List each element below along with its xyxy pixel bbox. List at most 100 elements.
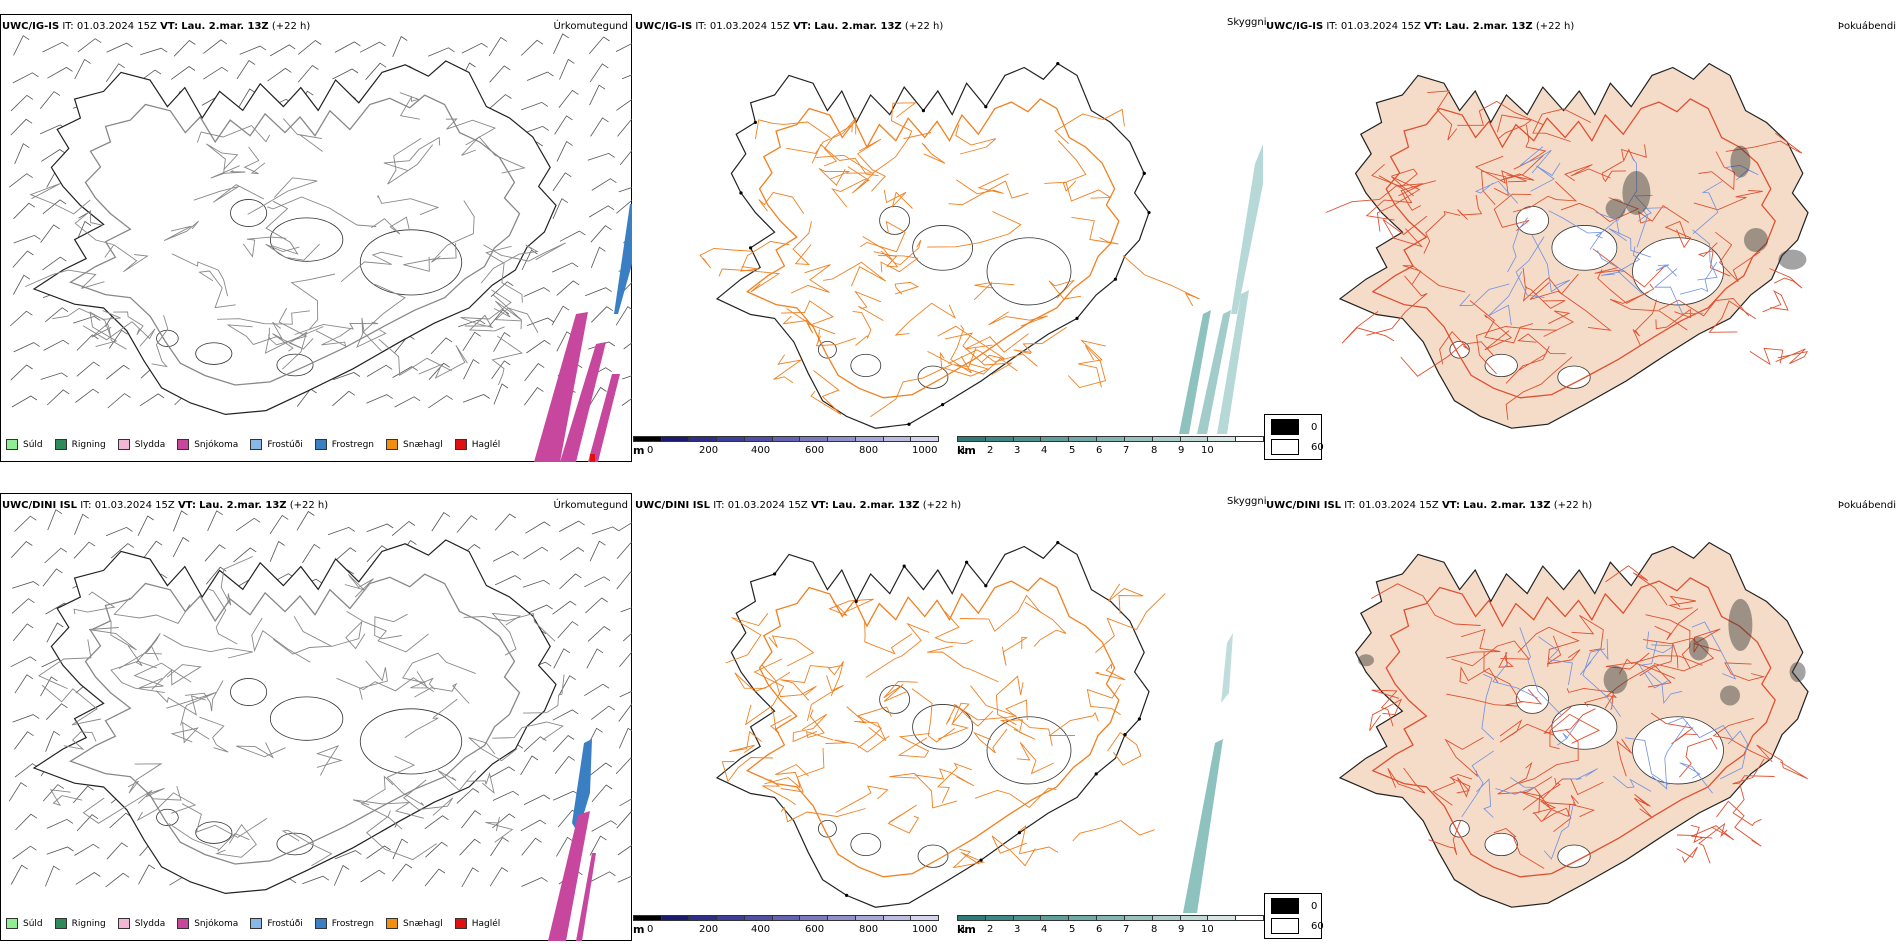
wind-barb (137, 515, 154, 536)
precip-legend-swatch (6, 439, 18, 450)
wind-barb (590, 246, 606, 268)
river (1651, 721, 1689, 790)
wind-barb (46, 818, 74, 829)
precip-legend-item: Súld (6, 439, 43, 450)
wind-barb (552, 600, 577, 615)
wind-barb (525, 521, 551, 534)
fog-legend-item: 0 (1271, 898, 1317, 914)
wind-barb (559, 547, 585, 561)
wind-barb (12, 581, 40, 589)
wind-barb (42, 256, 67, 271)
precip-legend-label: Súld (23, 918, 43, 929)
wind-barb (333, 864, 350, 886)
road (247, 177, 318, 215)
road (1517, 626, 1580, 667)
vt-label: VT: (810, 500, 829, 511)
road (198, 270, 236, 309)
glacier-outline (1484, 353, 1518, 378)
road (1522, 267, 1566, 309)
road (267, 196, 377, 227)
wind-barb (391, 863, 413, 882)
road (220, 556, 254, 606)
river (1582, 648, 1622, 717)
road (1446, 693, 1524, 707)
fog-legend-item: 0 (1271, 419, 1317, 435)
road (377, 195, 440, 216)
colorbar-segment (1096, 915, 1125, 921)
river (1474, 180, 1519, 204)
colorbar-segment (1235, 436, 1264, 442)
cliff-mark (1056, 541, 1060, 545)
height-colorbar: m 0 200 400 600 800 1000 (633, 436, 939, 460)
hail-area (590, 454, 595, 462)
wind-barb (110, 543, 135, 559)
road (1493, 827, 1545, 869)
glacier-outline (359, 708, 463, 775)
wind-barb (558, 675, 576, 696)
river (1612, 775, 1652, 792)
glacier-outline (1632, 237, 1724, 306)
road (89, 311, 118, 348)
ring-road (745, 577, 1120, 878)
colorbar-segment (1179, 915, 1209, 921)
precip-legend-swatch (117, 918, 130, 929)
cliff-mark (1123, 733, 1127, 737)
cliff-mark (845, 893, 849, 897)
wind-barb (554, 755, 575, 774)
road (404, 698, 458, 739)
river (1646, 670, 1683, 705)
colorbar-segment (743, 436, 773, 442)
wind-barb (236, 59, 256, 80)
wind-barb (589, 84, 606, 106)
wind-barb (302, 543, 321, 564)
road (1518, 728, 1579, 784)
river (1461, 750, 1494, 818)
road (786, 116, 857, 154)
vt-label: VT: (177, 500, 196, 511)
road (764, 747, 825, 789)
wind-barb (492, 813, 516, 829)
wind-barb (616, 571, 632, 590)
road (880, 239, 922, 265)
wind-barb (74, 513, 89, 535)
river (1691, 621, 1737, 680)
height-colorbar: m 0 200 400 600 800 1000 (633, 915, 939, 939)
colorbar-tick-label: 200 (699, 445, 719, 456)
road (418, 345, 468, 379)
freezing-rain-area (614, 204, 632, 314)
colorbar-tick-label: 1 (960, 445, 967, 456)
wind-barb (526, 71, 554, 81)
wind-barb (492, 550, 519, 562)
glacier-outline (912, 704, 974, 750)
precip-legend-swatch (250, 439, 263, 450)
wind-barb (559, 58, 575, 80)
wind-barb (77, 38, 102, 53)
wind-barb (269, 514, 289, 535)
wind-barb (39, 91, 61, 110)
wind-barb (521, 125, 549, 135)
river (1481, 673, 1495, 740)
road (1691, 825, 1735, 841)
road (171, 253, 229, 297)
wind-barb (269, 540, 285, 562)
wind-barb (623, 342, 632, 350)
road (1693, 628, 1721, 653)
road (1469, 300, 1534, 344)
cliff-mark (1113, 277, 1117, 281)
fog-area (1778, 249, 1807, 270)
wind-barb (591, 705, 616, 720)
river (1557, 719, 1580, 746)
wind-barb (488, 94, 512, 110)
colorbar-tick-label: 5 (1069, 924, 1076, 935)
cliff-mark (902, 564, 906, 568)
road (1427, 90, 1458, 141)
precip-legend-swatch (117, 439, 130, 450)
wind-barb (621, 397, 632, 406)
colorbar-segment (854, 436, 884, 442)
wind-barb (173, 510, 188, 532)
road-network (25, 92, 566, 386)
road (1387, 767, 1426, 794)
road (206, 143, 239, 174)
road (1571, 615, 1604, 652)
glacier-outline (1515, 205, 1550, 235)
